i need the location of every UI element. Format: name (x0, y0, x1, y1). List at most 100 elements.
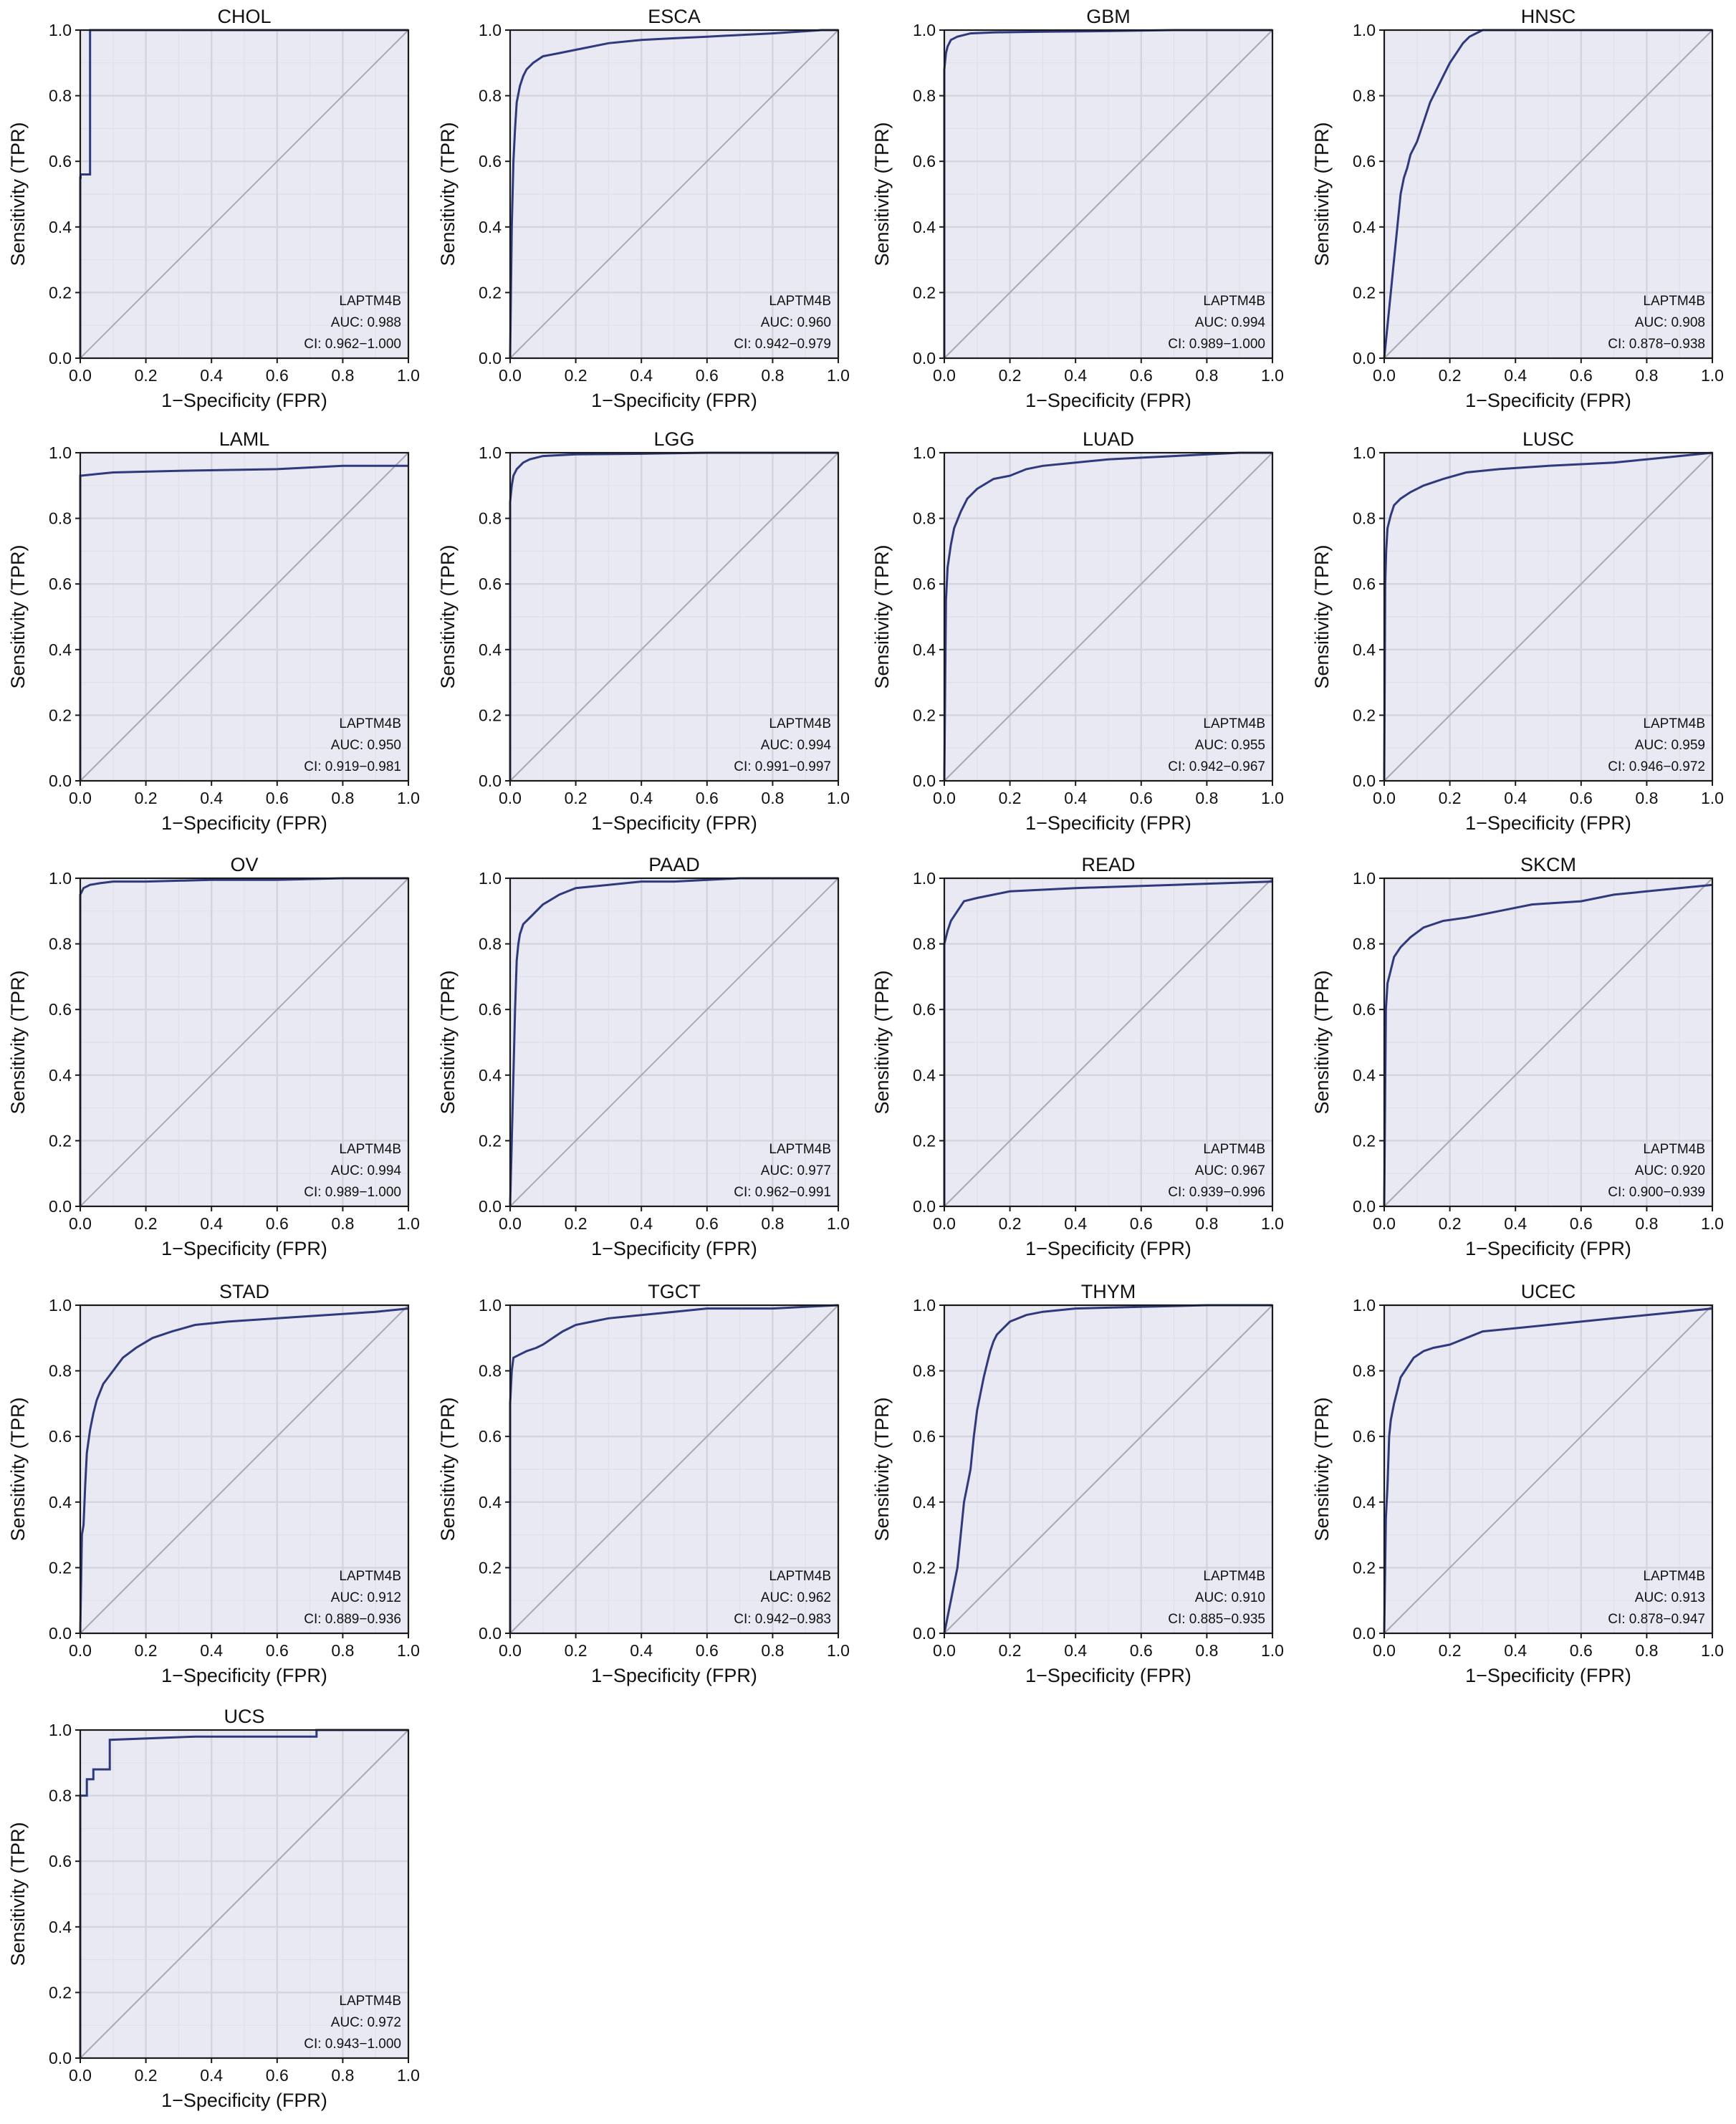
x-axis-label: 1−Specificity (FPR) (161, 2090, 327, 2111)
plot-frame (1383, 1304, 1714, 1635)
annotation-marker: LAPTM4B (1203, 294, 1265, 309)
annotation-auc: AUC: 0.910 (1195, 1590, 1265, 1605)
annotation-marker: LAPTM4B (339, 716, 401, 731)
x-tick-label: 0.8 (1635, 1214, 1658, 1233)
x-tick-label: 0.2 (565, 789, 588, 807)
annotation-ci: CI: 0.989−1.000 (1168, 337, 1265, 352)
plot-frame (509, 29, 840, 360)
annotation-auc: AUC: 0.972 (331, 2015, 401, 2030)
x-tick-label: 0.8 (761, 366, 784, 385)
x-tick-label: 0.4 (200, 1214, 223, 1233)
y-tick-label: 0.2 (1353, 1558, 1376, 1577)
roc-curve-esca (509, 29, 838, 359)
x-tick-label: 0.8 (331, 789, 354, 807)
plot-frame (943, 1304, 1274, 1635)
annotation-ci: CI: 0.919−0.981 (304, 759, 401, 774)
x-tick-label: 0.0 (69, 366, 92, 385)
annotation-ci: CI: 0.942−0.979 (734, 337, 831, 352)
y-axis-label: Sensitivity (TPR) (871, 1397, 893, 1541)
y-tick-label: 0.2 (49, 283, 72, 302)
y-axis-label: Sensitivity (TPR) (437, 544, 459, 688)
x-tick-label: 0.0 (69, 2066, 92, 2085)
plot-frame (79, 877, 410, 1208)
y-tick-label: 0.8 (913, 935, 936, 953)
y-tick-label: 0.4 (913, 218, 936, 236)
y-tick-label: 0.8 (49, 1787, 72, 1805)
annotation-ci: CI: 0.939−0.996 (1168, 1185, 1265, 1200)
y-tick-label: 0.8 (49, 509, 72, 528)
x-tick-label: 1.0 (1261, 1641, 1284, 1660)
y-tick-label: 1.0 (479, 869, 502, 888)
x-tick-label: 0.2 (565, 366, 588, 385)
y-tick-label: 0.8 (913, 509, 936, 528)
x-tick-label: 0.2 (999, 789, 1022, 807)
reference-diagonal (1383, 452, 1713, 782)
x-axis-label: 1−Specificity (FPR) (591, 1238, 757, 1259)
y-tick-label: 0.2 (49, 706, 72, 724)
x-tick-label: 0.0 (1373, 366, 1396, 385)
x-tick-label: 0.0 (1373, 1641, 1396, 1660)
y-tick-label: 0.0 (1353, 772, 1376, 790)
y-tick-label: 0.0 (479, 349, 502, 367)
y-axis-label: Sensitivity (TPR) (7, 970, 29, 1114)
y-tick-label: 0.0 (49, 2049, 72, 2067)
plot-frame (1383, 451, 1714, 782)
y-tick-label: 0.6 (1353, 1000, 1376, 1019)
y-tick-label: 0.8 (913, 87, 936, 105)
y-tick-label: 1.0 (1353, 1296, 1376, 1315)
y-tick-label: 1.0 (49, 1721, 72, 1739)
x-tick-label: 0.0 (69, 1214, 92, 1233)
x-tick-label: 1.0 (1701, 1641, 1724, 1660)
roc-curve-skcm (1383, 883, 1713, 1207)
annotation-ci: CI: 0.878−0.947 (1608, 1612, 1705, 1627)
plot-frame (943, 29, 1274, 360)
x-tick-label: 0.8 (761, 1214, 784, 1233)
x-tick-label: 0.6 (696, 1641, 719, 1660)
x-tick-label: 0.8 (331, 2066, 354, 2085)
y-tick-label: 0.6 (913, 1000, 936, 1019)
annotation-auc: AUC: 0.950 (331, 738, 401, 753)
reference-diagonal (944, 452, 1273, 782)
panel-read: 0.0 0.2 0.4 0.6 0.8 1.0 0.0 0.2 0.4 0.6 0.8 1.0 READ… (871, 854, 1284, 1259)
y-tick-label: 1.0 (913, 869, 936, 888)
x-tick-label: 0.0 (933, 1641, 956, 1660)
y-tick-label: 0.0 (913, 1197, 936, 1216)
y-tick-label: 0.8 (1353, 935, 1376, 953)
x-tick-label: 0.2 (135, 2066, 158, 2085)
x-tick-label: 0.2 (135, 789, 158, 807)
x-axis-label: 1−Specificity (FPR) (161, 390, 327, 411)
x-tick-label: 0.4 (200, 366, 223, 385)
y-tick-label: 0.6 (479, 152, 502, 170)
plot-frame (1383, 877, 1714, 1208)
x-tick-label: 1.0 (827, 789, 850, 807)
y-tick-label: 1.0 (49, 443, 72, 462)
y-tick-label: 0.4 (479, 1493, 502, 1512)
panel-hnsc: 0.0 0.2 0.4 0.6 0.8 1.0 0.0 0.2 0.4 0.6 0.8 1.0 HNSC… (1311, 6, 1724, 411)
y-axis-label: Sensitivity (TPR) (7, 544, 29, 688)
x-tick-label: 0.6 (266, 2066, 289, 2085)
panel-tgct: 0.0 0.2 0.4 0.6 0.8 1.0 0.0 0.2 0.4 0.6 0.8 1.0 TGCT… (437, 1281, 850, 1686)
y-tick-label: 0.6 (913, 1427, 936, 1446)
roc-curve-gbm (943, 29, 1272, 358)
y-tick-label: 0.6 (49, 1000, 72, 1019)
roc-curve-thym (943, 1304, 1272, 1634)
annotation-marker: LAPTM4B (1203, 1142, 1265, 1157)
x-tick-label: 0.6 (1130, 789, 1153, 807)
y-tick-label: 0.6 (49, 1427, 72, 1446)
x-tick-label: 1.0 (1701, 366, 1724, 385)
y-axis-label: Sensitivity (TPR) (7, 1397, 29, 1541)
y-tick-label: 0.2 (1353, 1131, 1376, 1150)
reference-diagonal (944, 1304, 1273, 1634)
y-tick-label: 0.6 (479, 575, 502, 593)
y-tick-label: 0.2 (49, 1558, 72, 1577)
x-tick-label: 1.0 (397, 366, 420, 385)
panel-title: LUAD (1083, 428, 1134, 450)
panel-ov: 0.0 0.2 0.4 0.6 0.8 1.0 0.0 0.2 0.4 0.6 0.8 1.0 OV 1−… (7, 854, 420, 1259)
y-tick-label: 0.4 (479, 1066, 502, 1085)
y-tick-label: 1.0 (1353, 443, 1376, 462)
annotation-auc: AUC: 0.912 (331, 1590, 401, 1605)
x-tick-label: 0.0 (69, 789, 92, 807)
y-tick-label: 0.6 (913, 575, 936, 593)
x-tick-label: 0.8 (331, 366, 354, 385)
y-tick-label: 0.4 (1353, 1493, 1376, 1512)
